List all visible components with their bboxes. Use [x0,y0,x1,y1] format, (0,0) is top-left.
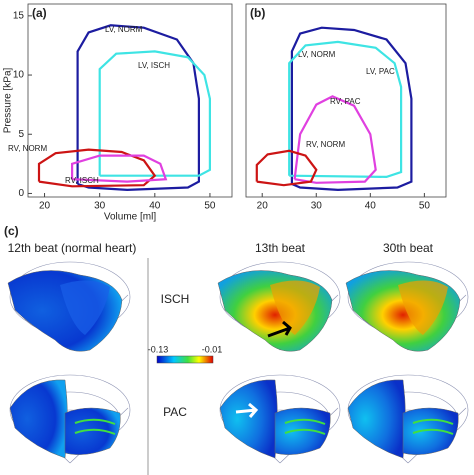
y-tick-label: 10 [13,70,25,81]
series-label: LV, NORM [298,50,336,59]
series-label: RV, NORM [306,140,345,149]
pv-loop [288,40,403,179]
heart-surface [274,407,331,455]
heart-surface [412,418,454,435]
panel-label: (b) [250,6,265,20]
y-tick-label: 15 [13,10,25,21]
heart [345,261,469,352]
panel-label: (c) [4,224,19,238]
arrow [267,320,292,338]
pv-loop [98,50,211,177]
heart-surface [74,418,116,435]
heart [9,374,131,464]
y-tick-label: 0 [18,188,24,199]
x-tick-label: 30 [94,201,106,212]
row-title: ISCH [161,292,190,306]
y-tick-label: 5 [18,129,24,140]
x-tick-label: 40 [365,201,377,212]
colorbar [156,355,214,364]
row-title: PAC [163,405,187,419]
plot-frame [245,3,447,198]
pv-loop [255,149,318,187]
x-tick-label: 40 [149,201,161,212]
series-label: RV, PAC [330,97,361,106]
series-label: RV, ISCH [65,176,99,185]
heart-surface [402,407,459,455]
heart-surface [284,418,326,435]
heart-surface [7,270,123,352]
x-tick-label: 20 [39,201,51,212]
colorbar-label: -0.13 [148,344,169,354]
x-axis-label: Volume [ml] [104,212,156,223]
pv-loop [293,95,377,184]
series-label: LV, ISCH [138,61,170,70]
column-title: 13th beat [255,241,306,255]
heart-surface [270,280,320,335]
charts: (a) 20 30 40 50 0 5 10 15 Volume [ml] Pressure [kP… [3,3,447,223]
heart-surface [217,270,333,352]
heart-surface [64,407,121,455]
heart [219,374,341,464]
x-tick-label: 30 [311,201,323,212]
series-label: LV, NORM [105,25,143,34]
x-tick-label: 50 [204,201,216,212]
series-label: LV, PAC [366,67,395,76]
pv-loop [290,26,413,192]
heart [217,261,341,352]
heart-surface [345,270,461,352]
x-tick-label: 20 [257,201,269,212]
colorbar-label: -0.01 [202,344,223,354]
heart-surface [60,280,110,335]
pv-loop [76,24,200,192]
heart [347,374,469,464]
column-title: 12th beat (normal heart) [8,241,137,255]
y-axis-label: Pressure [kPa] [3,67,14,133]
heart-surface [398,280,448,335]
plot-frame [27,3,233,198]
column-title: 30th beat [383,241,434,255]
series-label: RV, NORM [8,144,47,153]
panel-label: (a) [32,6,47,20]
arrow [235,402,259,418]
heart-images [7,261,469,464]
pv-loop [71,154,168,183]
x-tick-label: 50 [419,201,431,212]
heart [7,261,131,352]
